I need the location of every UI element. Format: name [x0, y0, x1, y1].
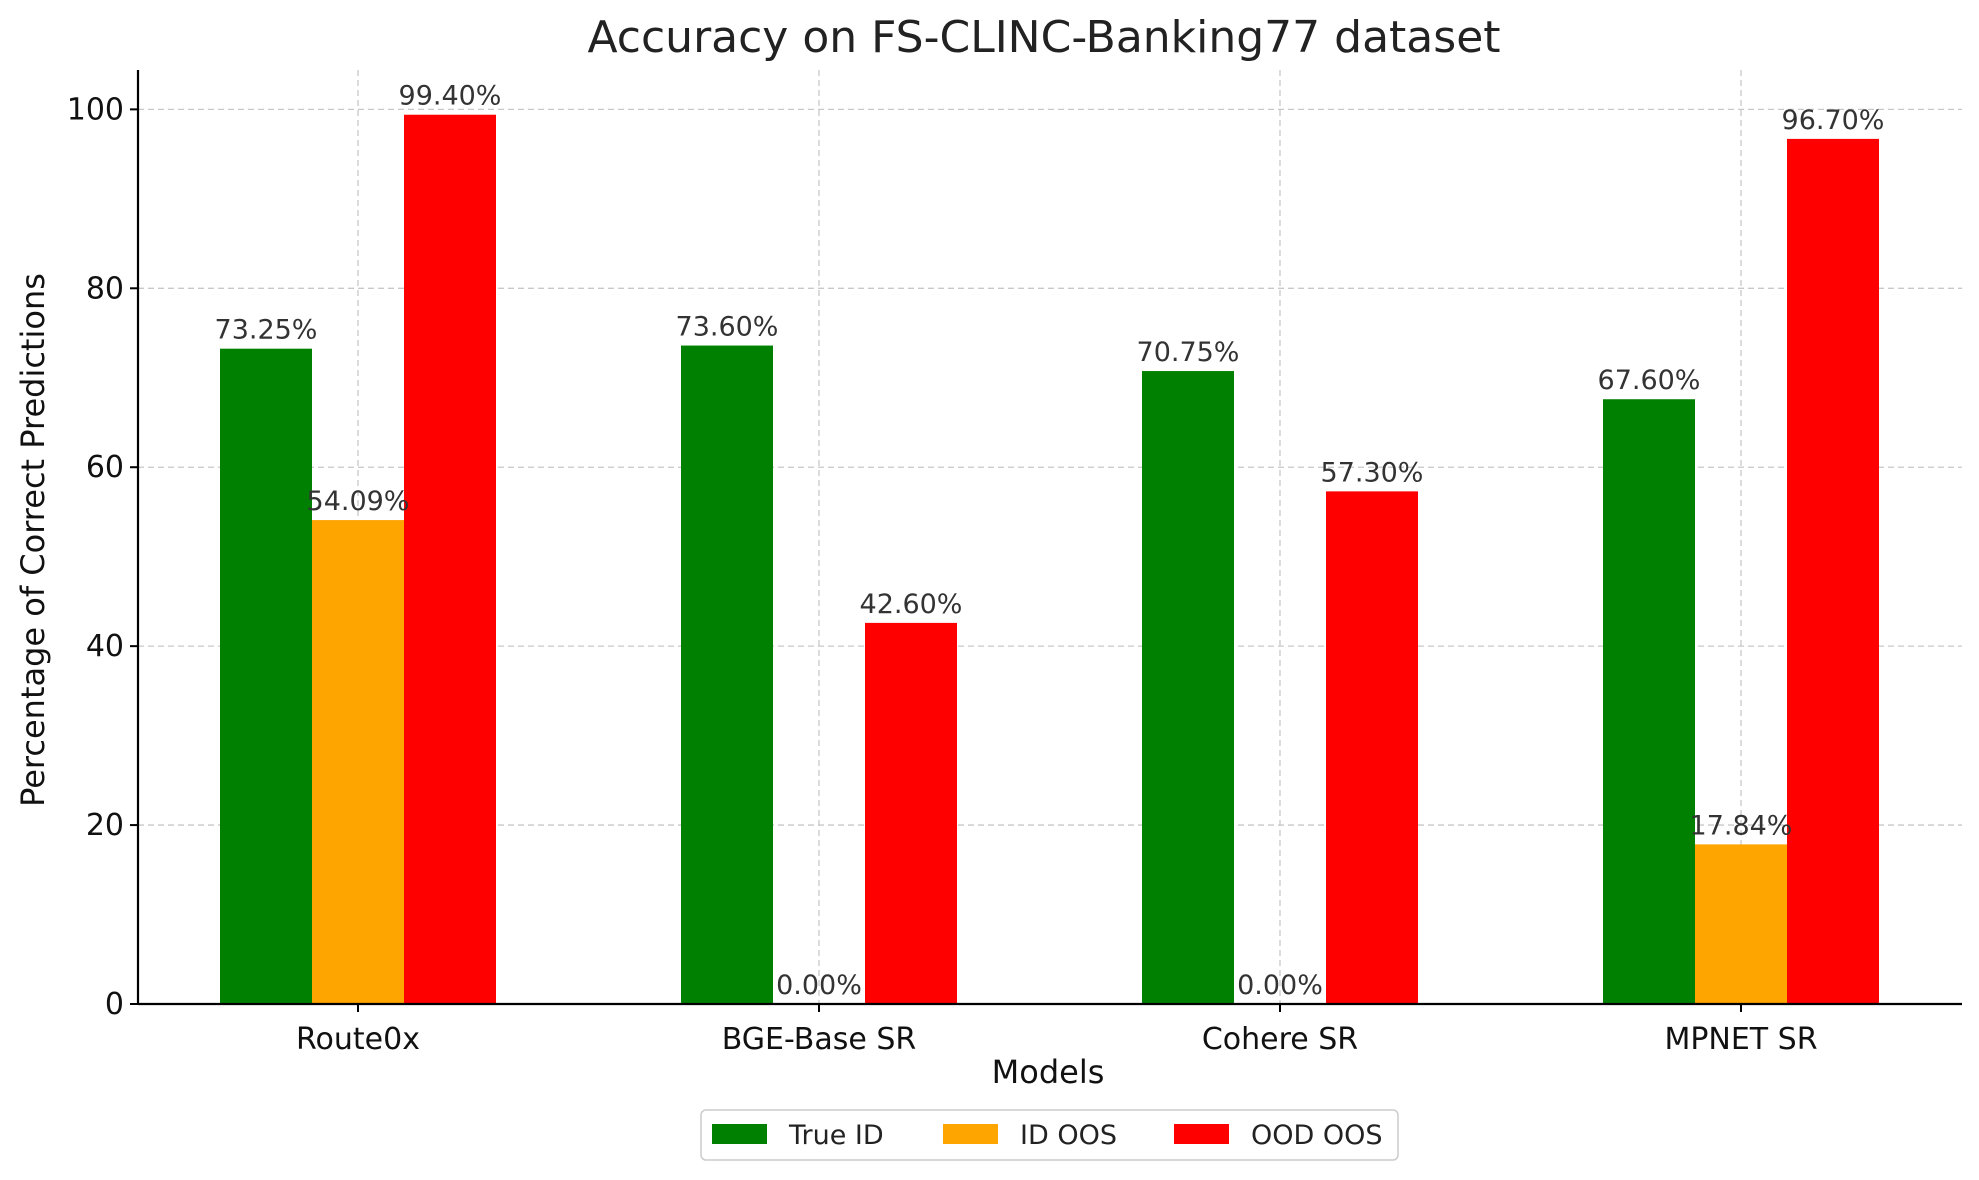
bar-true-id	[1603, 399, 1695, 1004]
data-label: 99.40%	[399, 81, 502, 112]
legend: True ID ID OOS OOD OOS	[700, 1109, 1399, 1161]
y-axis-label: Percentage of Correct Predictions	[14, 273, 52, 807]
bars	[220, 114, 1879, 1005]
data-label: 73.60%	[676, 312, 779, 343]
bar-true-id	[220, 348, 312, 1005]
data-label: 17.84%	[1690, 810, 1793, 841]
data-label: 73.25%	[215, 315, 318, 346]
data-labels: 73.25% 73.60% 70.75% 67.60% 54.09% 0.00% 0.00%…	[215, 81, 1885, 1001]
bar-ood-oos	[1787, 138, 1879, 1005]
y-tick-label: 0	[105, 987, 124, 1022]
legend-label: ID OOS	[1020, 1120, 1117, 1151]
y-axis-ticks: 0 20 40 60 80 100	[67, 92, 138, 1022]
x-tick-label: MPNET SR	[1664, 1022, 1817, 1057]
y-tick-label: 100	[67, 92, 124, 127]
bar-ood-oos	[404, 114, 496, 1004]
x-tick-label: BGE-Base SR	[722, 1022, 917, 1057]
legend-label: OOD OOS	[1251, 1120, 1383, 1151]
bar-true-id	[1142, 371, 1234, 1004]
legend-frame	[700, 1109, 1399, 1161]
legend-swatch	[712, 1124, 767, 1144]
data-label: 0.00%	[776, 970, 862, 1001]
x-tick-label: Cohere SR	[1202, 1022, 1358, 1057]
y-tick-label: 40	[86, 629, 124, 664]
data-label: 42.60%	[860, 589, 963, 620]
data-label: 70.75%	[1137, 337, 1240, 368]
y-tick-label: 20	[86, 808, 124, 843]
axes	[136, 70, 1962, 1006]
legend-swatch	[1174, 1124, 1229, 1144]
legend-swatch	[943, 1124, 998, 1144]
x-tick-label: Route0x	[296, 1022, 420, 1057]
data-label: 54.09%	[307, 486, 410, 517]
data-label: 67.60%	[1598, 365, 1701, 396]
data-label: 57.30%	[1321, 457, 1424, 488]
bar-id-oos	[312, 520, 404, 1004]
bar-true-id	[681, 345, 773, 1005]
legend-label: True ID	[788, 1120, 884, 1151]
x-axis-ticks: Route0x BGE-Base SR Cohere SR MPNET SR	[296, 1004, 1818, 1057]
y-tick-label: 60	[86, 450, 124, 485]
bar-ood-oos	[865, 622, 957, 1004]
data-label: 96.70%	[1782, 105, 1885, 136]
data-label: 0.00%	[1237, 970, 1323, 1001]
chart-title: Accuracy on FS-CLINC-Banking77 dataset	[587, 12, 1500, 63]
bar-id-oos	[1695, 844, 1787, 1004]
bar-ood-oos	[1326, 491, 1418, 1005]
y-tick-label: 80	[86, 271, 124, 306]
x-axis-label: Models	[992, 1053, 1105, 1091]
